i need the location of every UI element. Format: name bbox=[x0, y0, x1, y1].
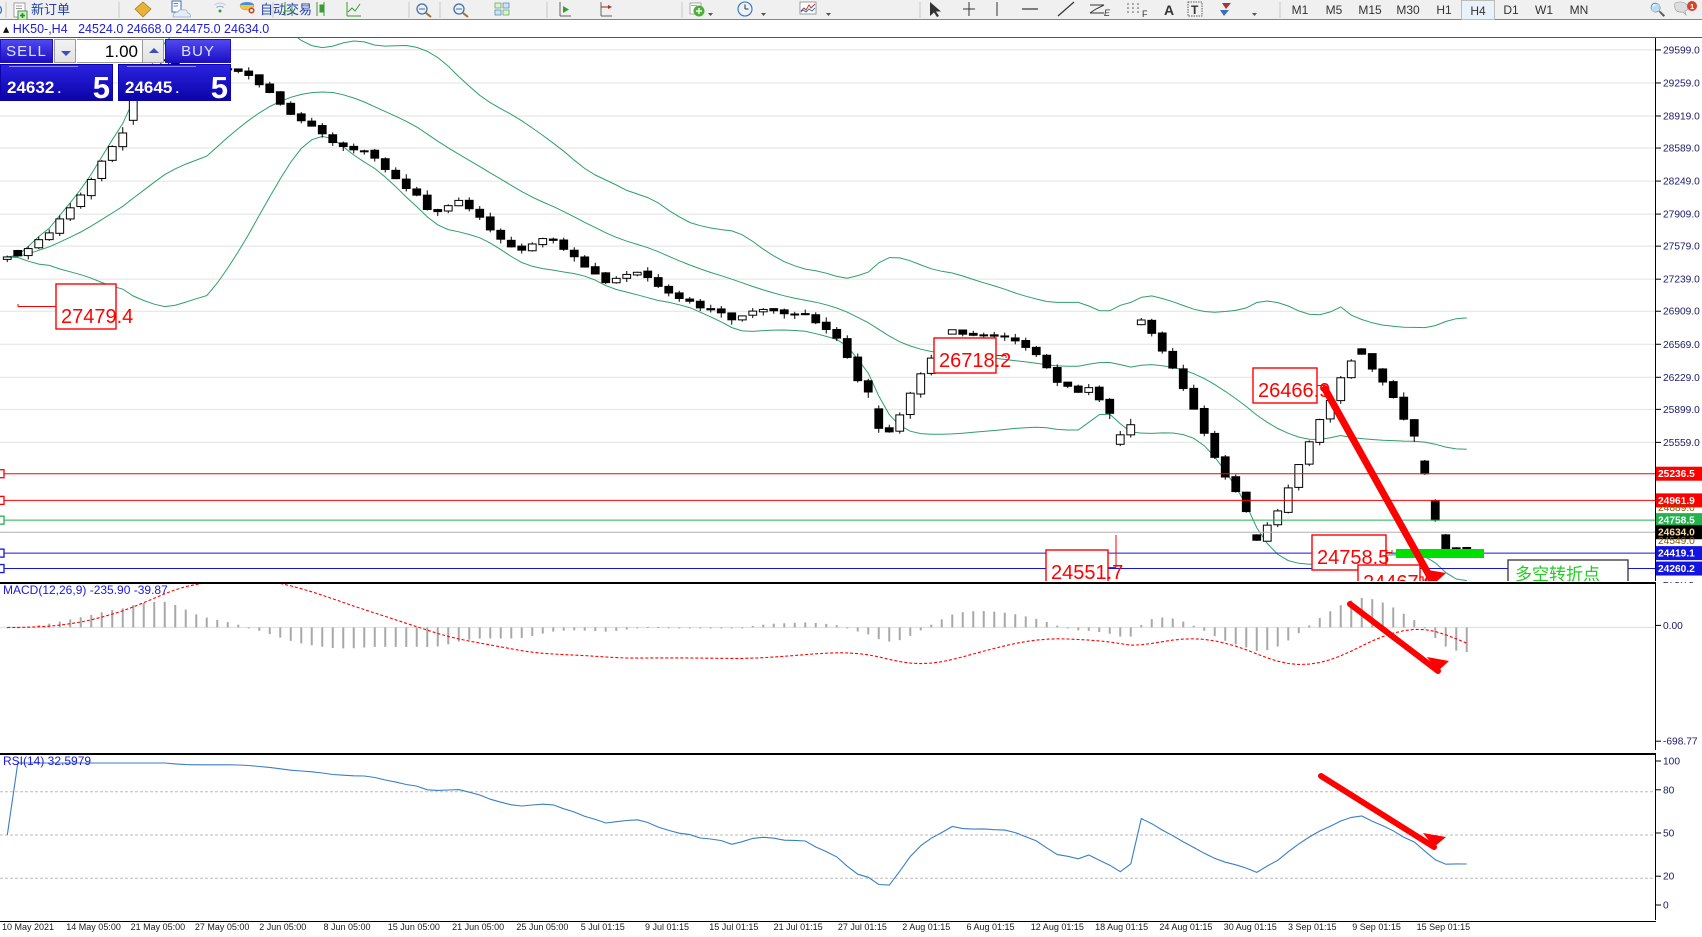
svg-text:28249.0: 28249.0 bbox=[1663, 177, 1700, 188]
svg-text:26909.0: 26909.0 bbox=[1663, 307, 1700, 318]
svg-text:24758.5: 24758.5 bbox=[1658, 516, 1695, 527]
svg-text:新订单: 新订单 bbox=[31, 2, 70, 17]
svg-text:50: 50 bbox=[1663, 829, 1675, 840]
svg-text:29259.0: 29259.0 bbox=[1663, 78, 1700, 89]
svg-text:100: 100 bbox=[1663, 757, 1680, 768]
svg-text:27579.0: 27579.0 bbox=[1663, 242, 1700, 253]
svg-text:多空转折点: 多空转折点 bbox=[1515, 565, 1600, 581]
svg-text:自动交易: 自动交易 bbox=[260, 2, 312, 17]
svg-text:26718.2: 26718.2 bbox=[939, 350, 1011, 372]
svg-text:25899.0: 25899.0 bbox=[1663, 405, 1700, 416]
svg-text:24419.1: 24419.1 bbox=[1658, 549, 1695, 560]
svg-text:T: T bbox=[1191, 3, 1199, 17]
svg-text:0: 0 bbox=[1663, 901, 1669, 912]
svg-text:20: 20 bbox=[1663, 872, 1675, 883]
svg-text:29599.0: 29599.0 bbox=[1663, 45, 1700, 56]
svg-text:E: E bbox=[1104, 8, 1111, 18]
svg-text:25236.5: 25236.5 bbox=[1658, 469, 1695, 480]
svg-text:27479.4: 27479.4 bbox=[61, 306, 133, 328]
svg-text:F: F bbox=[1142, 9, 1148, 19]
svg-text:24889.0: 24889.0 bbox=[1658, 503, 1695, 514]
svg-text:24549.0: 24549.0 bbox=[1658, 536, 1695, 547]
svg-text:25559.0: 25559.0 bbox=[1663, 438, 1700, 449]
svg-text:275.75: 275.75 bbox=[1663, 582, 1694, 586]
svg-text:0.00: 0.00 bbox=[1663, 621, 1683, 632]
svg-text:-698.77: -698.77 bbox=[1663, 737, 1698, 748]
svg-text:80: 80 bbox=[1663, 785, 1675, 796]
svg-text:24260.2: 24260.2 bbox=[1658, 564, 1695, 575]
svg-text:28589.0: 28589.0 bbox=[1663, 144, 1700, 155]
svg-text:26569.0: 26569.0 bbox=[1663, 340, 1700, 351]
svg-text:A: A bbox=[1164, 2, 1174, 18]
svg-text:26466.9: 26466.9 bbox=[1258, 380, 1330, 402]
svg-text:27909.0: 27909.0 bbox=[1663, 210, 1700, 221]
svg-text:1: 1 bbox=[1690, 2, 1694, 11]
svg-text:27239.0: 27239.0 bbox=[1663, 275, 1700, 286]
svg-text:28919.0: 28919.0 bbox=[1663, 111, 1700, 122]
svg-text:26229.0: 26229.0 bbox=[1663, 373, 1700, 384]
svg-text:24551.7: 24551.7 bbox=[1051, 562, 1123, 581]
